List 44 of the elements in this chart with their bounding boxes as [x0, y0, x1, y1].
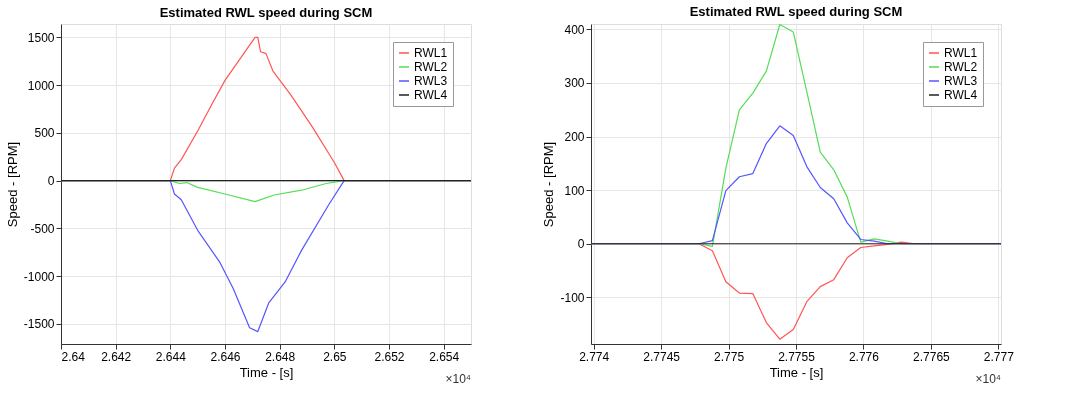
chart-title: Estimated RWL speed during SCM	[159, 5, 373, 20]
legend-label: RWL4	[944, 88, 978, 102]
text: ×10⁴	[445, 372, 471, 386]
x-tick-label: 2.7755	[778, 349, 816, 364]
x-tick-label: 2.774	[579, 349, 610, 364]
y-tick-label: 300	[564, 76, 585, 91]
x-tick-label: 2.776	[848, 349, 880, 364]
y-tick-label: 0	[577, 237, 585, 252]
legend-label: RWL4	[414, 88, 448, 102]
x-tick-label: 2.644	[155, 349, 187, 364]
x-tick-label: 2.642	[101, 349, 132, 364]
x-tick-label: 2.64	[61, 349, 86, 364]
x-tick-label: 2.652	[374, 349, 405, 364]
y-tick-label: 200	[564, 130, 585, 145]
y-tick-label: 100	[564, 183, 585, 198]
y-tick-label: 1000	[27, 78, 55, 93]
y-tick-label: 1500	[27, 30, 55, 45]
x-axis-title: Time - [s]	[769, 364, 824, 380]
x-tick-label: 2.654	[429, 349, 460, 364]
x-tick-label: 2.777	[983, 349, 1015, 364]
legend-label: RWL2	[944, 60, 978, 74]
y-tick-label: -1000	[23, 269, 55, 284]
legend-label: RWL1	[944, 46, 978, 60]
x-tick-label: 2.646	[210, 349, 241, 364]
y-axis-title: Speed - [RPM]	[541, 141, 557, 228]
y-tick-label: 400	[564, 22, 585, 37]
y-tick-label: -500	[30, 221, 55, 236]
legend-label: RWL3	[944, 74, 978, 88]
y-tick-label: -1500	[23, 317, 55, 332]
legend-label: RWL2	[414, 60, 448, 74]
chart-title: Estimated RWL speed during SCM	[689, 4, 903, 20]
y-tick-label: -100	[560, 290, 585, 305]
y-axis-title: Speed - [RPM]	[4, 141, 20, 228]
x-tick-label: 2.7745	[643, 349, 681, 364]
x-tick-label: 2.775	[714, 349, 745, 364]
y-tick-label: 500	[34, 126, 55, 141]
x-tick-label: 2.648	[265, 349, 296, 364]
legend-label: RWL1	[414, 46, 448, 60]
x-axis-title: Time - [s]	[239, 364, 294, 380]
x-tick-label: 2.7765	[913, 349, 951, 364]
x-tick-label: 2.65	[323, 349, 347, 364]
legend-label: RWL3	[414, 74, 448, 88]
y-tick-label: 0	[47, 174, 55, 189]
text: ×10⁴	[975, 372, 1001, 386]
